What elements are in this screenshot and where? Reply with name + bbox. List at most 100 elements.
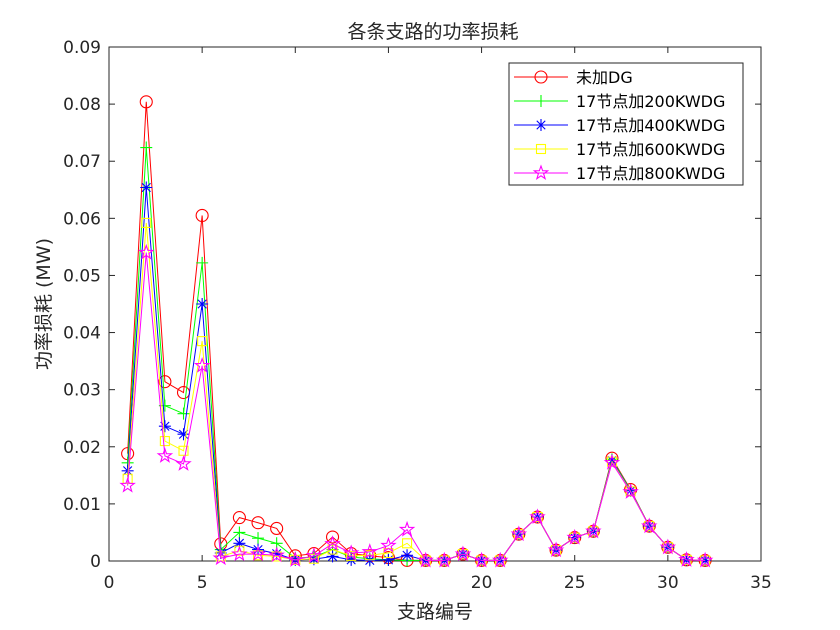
data-point [193, 357, 211, 373]
legend-label: 未加DG [576, 68, 633, 87]
y-tick-label: 0.06 [63, 209, 101, 229]
data-point [305, 547, 323, 563]
data-point [139, 95, 153, 109]
data-point [233, 526, 246, 539]
data-point [195, 208, 209, 223]
data-point [380, 536, 397, 553]
y-tick-label: 0 [90, 552, 101, 572]
y-tick-label: 0.07 [63, 152, 101, 172]
data-point [364, 550, 375, 561]
y-tick-label: 0.01 [63, 495, 101, 515]
data-point [252, 532, 265, 545]
data-point [401, 549, 414, 562]
data-point [585, 522, 602, 539]
data-point [196, 298, 209, 310]
data-point [251, 516, 265, 530]
y-axis-ticks: 0 0.01 0.02 0.03 0.04 0.05 0.06 0.07 0.08 0.09 [63, 38, 761, 572]
legend-label: 17节点加600KWDG [576, 140, 725, 159]
legend-marker [535, 95, 547, 107]
data-point [454, 545, 472, 562]
data-point [622, 483, 639, 499]
data-point [138, 243, 155, 260]
x-tick-label: 10 [284, 573, 306, 593]
data-point [270, 547, 283, 560]
data-point [252, 550, 264, 561]
data-point [326, 550, 339, 563]
data-point [640, 517, 658, 534]
data-point [231, 545, 248, 562]
data-point [603, 454, 621, 470]
data-point [346, 550, 357, 561]
data-point [324, 535, 341, 551]
data-point [659, 538, 677, 555]
data-point [268, 546, 285, 563]
data-point [159, 436, 170, 447]
legend-marker [534, 70, 548, 84]
data-point [547, 541, 565, 558]
data-point [510, 525, 528, 542]
x-tick-label: 35 [750, 573, 772, 593]
data-point [382, 553, 395, 566]
data-point [363, 554, 376, 567]
data-point [529, 508, 546, 525]
legend-item: 17节点加400KWDG [514, 116, 725, 135]
series-layer [119, 95, 714, 568]
legend-item: 17节点加600KWDG [514, 140, 725, 159]
x-tick-label: 5 [197, 573, 208, 593]
data-point [119, 476, 136, 493]
data-point [140, 181, 153, 194]
data-point [196, 256, 209, 269]
data-point [491, 551, 509, 568]
data-point [342, 544, 360, 561]
data-point [177, 428, 190, 441]
y-tick-label: 0.03 [63, 381, 101, 401]
data-point [473, 551, 490, 568]
data-point [287, 551, 304, 567]
x-tick-label: 15 [378, 573, 400, 593]
data-point [158, 399, 171, 412]
data-point [678, 551, 695, 567]
x-tick-label: 30 [657, 573, 679, 593]
y-tick-label: 0.02 [63, 438, 101, 458]
legend: 未加DG 17节点加200KWDG 17节点加400KWDG 17节点加600KWDG… [508, 62, 744, 186]
data-point [233, 537, 246, 550]
y-tick-label: 0.09 [63, 38, 101, 58]
data-point [158, 375, 172, 389]
data-point [249, 545, 267, 562]
data-point [141, 217, 152, 228]
y-tick-label: 0.04 [63, 324, 101, 344]
data-point [121, 464, 134, 477]
data-point [156, 447, 174, 463]
data-point [417, 551, 434, 568]
legend-marker [532, 164, 550, 181]
data-point [175, 455, 192, 471]
data-point [177, 407, 190, 420]
data-point [252, 543, 265, 556]
data-point [270, 521, 284, 535]
data-point [308, 553, 319, 564]
data-point [605, 454, 618, 467]
data-point [232, 511, 246, 525]
y-axis-title: 功率损耗 (MW) [33, 238, 55, 370]
series-line [127, 252, 706, 561]
data-point [566, 528, 583, 545]
data-point [398, 520, 416, 537]
legend-box [508, 62, 744, 186]
data-point [402, 538, 413, 549]
series-5 [119, 243, 714, 568]
x-axis-ticks: 0 5 10 15 20 25 30 35 [104, 47, 772, 593]
x-tick-label: 0 [104, 573, 115, 593]
legend-label: 17节点加800KWDG [576, 164, 725, 183]
x-tick-label: 20 [471, 573, 493, 593]
chart-title: 各条支路的功率损耗 [347, 21, 518, 43]
y-tick-label: 0.05 [63, 266, 101, 286]
legend-label: 17节点加400KWDG [576, 116, 725, 135]
data-point [325, 530, 340, 544]
data-point [361, 543, 379, 559]
legend-marker [535, 119, 547, 131]
legend-item: 17节点加800KWDG [514, 164, 725, 183]
x-axis-title: 支路编号 [397, 601, 473, 623]
data-point [696, 551, 714, 568]
legend-item: 未加DG [514, 68, 633, 87]
